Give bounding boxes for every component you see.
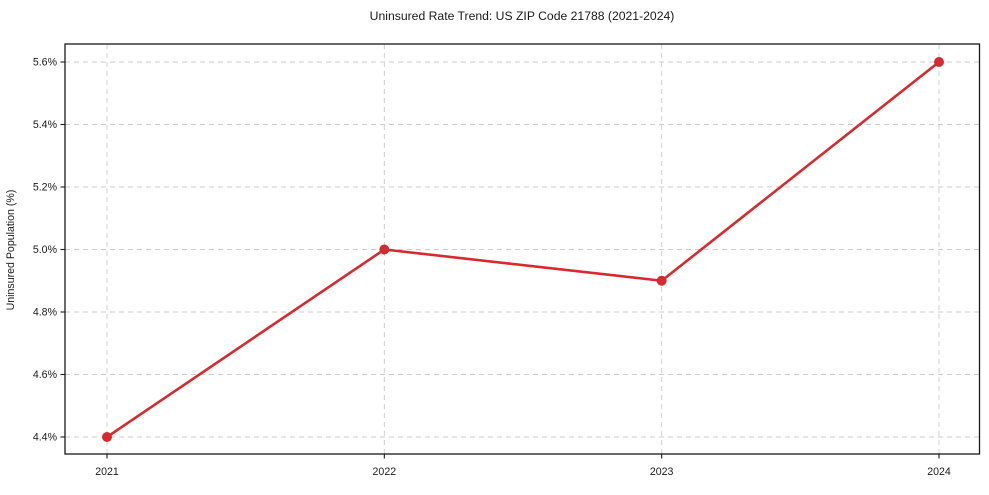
data-point-marker	[102, 432, 112, 442]
y-tick-label: 4.4%	[33, 432, 58, 444]
plot-background	[65, 44, 980, 454]
y-axis-label: Uninsured Population (%)	[5, 190, 17, 311]
y-tick-label: 4.6%	[33, 369, 58, 381]
x-tick-label: 2021	[95, 466, 119, 478]
data-point-marker	[934, 57, 944, 67]
plot-border	[64, 43, 981, 455]
y-tick-label: 5.2%	[33, 182, 58, 194]
x-tick-label: 2023	[650, 466, 674, 478]
chart-title: Uninsured Rate Trend: US ZIP Code 21788 …	[370, 9, 675, 23]
data-point-marker	[656, 275, 667, 286]
x-tick-label: 2022	[373, 466, 397, 478]
y-tick-label: 5.0%	[33, 244, 58, 256]
y-tick-label: 5.6%	[33, 57, 58, 69]
chart-plot-area: 4.4% 4.6% 4.8% 5.0% 5.2% 5.4% 5.6% 2021 2022 2023…	[33, 43, 981, 478]
x-tick-label: 2024	[927, 466, 951, 478]
y-tick-label: 5.4%	[33, 119, 58, 131]
data-line	[105, 60, 941, 439]
y-tick-label: 4.8%	[33, 307, 58, 319]
data-point-marker	[379, 244, 390, 255]
